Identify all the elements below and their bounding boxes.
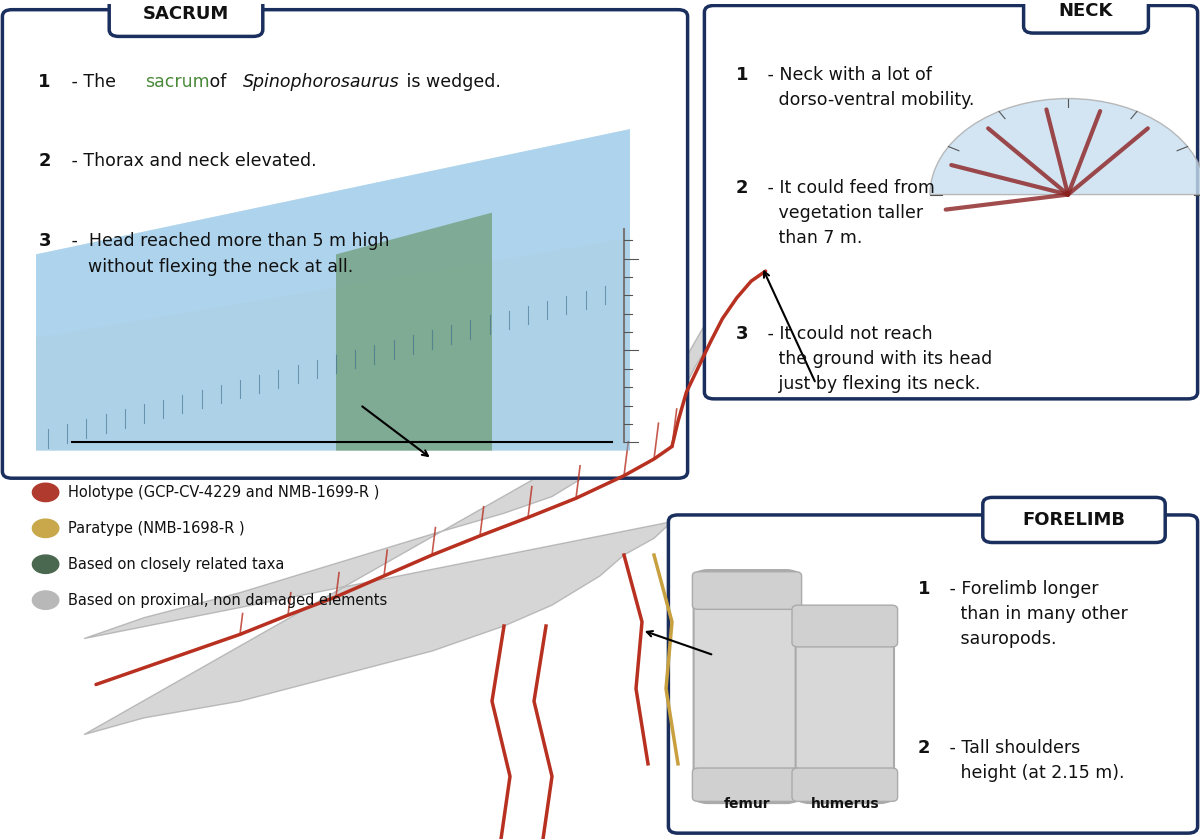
Text: -  Head reached more than 5 m high
    without flexing the neck at all.: - Head reached more than 5 m high withou… — [66, 232, 390, 275]
Polygon shape — [84, 400, 672, 735]
Text: FORELIMB: FORELIMB — [1022, 511, 1126, 529]
FancyBboxPatch shape — [692, 571, 802, 609]
Polygon shape — [336, 212, 492, 451]
Text: 3: 3 — [38, 232, 50, 250]
Text: - Tall shoulders
   height (at 2.15 m).: - Tall shoulders height (at 2.15 m). — [944, 739, 1124, 782]
Text: Holotype (GCP-CV-4229 and NMB-1699-R ): Holotype (GCP-CV-4229 and NMB-1699-R ) — [68, 485, 379, 500]
Text: NECK: NECK — [1058, 2, 1114, 19]
Circle shape — [32, 555, 59, 573]
Circle shape — [32, 519, 59, 538]
Polygon shape — [36, 129, 630, 338]
Text: Based on proximal, non damaged elements: Based on proximal, non damaged elements — [68, 592, 388, 607]
FancyBboxPatch shape — [983, 498, 1165, 543]
Text: 3: 3 — [736, 326, 748, 343]
Text: Spinophorosaurus: Spinophorosaurus — [244, 73, 400, 91]
FancyBboxPatch shape — [796, 607, 894, 803]
FancyBboxPatch shape — [792, 605, 898, 647]
Text: humerus: humerus — [810, 797, 880, 811]
Text: of: of — [204, 73, 232, 91]
Text: - Neck with a lot of
   dorso-ventral mobility.: - Neck with a lot of dorso-ventral mobil… — [762, 66, 974, 109]
Text: sacrum: sacrum — [145, 73, 209, 91]
FancyBboxPatch shape — [109, 0, 263, 36]
Text: Based on closely related taxa: Based on closely related taxa — [68, 557, 284, 571]
Polygon shape — [666, 258, 774, 438]
FancyBboxPatch shape — [692, 768, 802, 801]
FancyBboxPatch shape — [792, 768, 898, 801]
FancyBboxPatch shape — [668, 515, 1198, 833]
Text: 2: 2 — [918, 739, 930, 757]
Text: 2: 2 — [736, 180, 748, 197]
Text: 1: 1 — [38, 73, 50, 91]
Circle shape — [32, 483, 59, 502]
Polygon shape — [36, 129, 630, 451]
Text: - It could not reach
   the ground with its head
   just by flexing its neck.: - It could not reach the ground with its… — [762, 326, 992, 393]
Text: Paratype (NMB-1698-R ): Paratype (NMB-1698-R ) — [68, 521, 245, 536]
Text: - Forelimb longer
   than in many other
   sauropods.: - Forelimb longer than in many other sau… — [944, 580, 1128, 648]
Text: 1: 1 — [918, 580, 930, 598]
FancyBboxPatch shape — [1024, 0, 1148, 33]
Wedge shape — [930, 98, 1200, 195]
FancyBboxPatch shape — [2, 10, 688, 478]
Text: 2: 2 — [38, 153, 50, 170]
Text: SACRUM: SACRUM — [143, 5, 229, 23]
Text: is wedged.: is wedged. — [401, 73, 500, 91]
FancyBboxPatch shape — [704, 6, 1198, 399]
Text: 1: 1 — [736, 66, 748, 85]
Text: - It could feed from
   vegetation taller
   than 7 m.: - It could feed from vegetation taller t… — [762, 180, 935, 248]
Text: femur: femur — [724, 797, 770, 811]
Circle shape — [32, 591, 59, 609]
Text: - The: - The — [66, 73, 127, 91]
Text: - Thorax and neck elevated.: - Thorax and neck elevated. — [66, 153, 317, 170]
FancyBboxPatch shape — [694, 570, 800, 803]
